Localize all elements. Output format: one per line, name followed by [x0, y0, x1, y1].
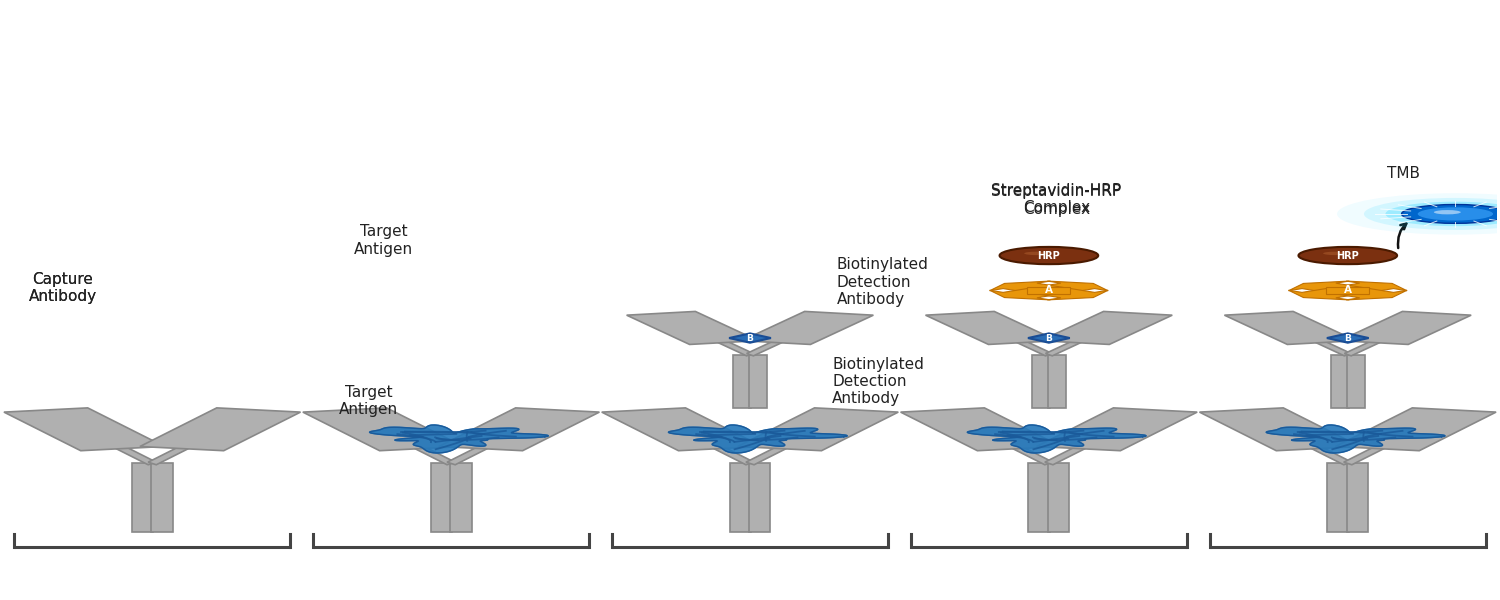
Polygon shape: [729, 334, 771, 343]
Polygon shape: [1347, 463, 1368, 532]
Text: Target
Antigen: Target Antigen: [354, 224, 414, 257]
Polygon shape: [1266, 425, 1444, 453]
Polygon shape: [729, 463, 752, 532]
Polygon shape: [152, 463, 172, 532]
Ellipse shape: [1336, 193, 1500, 235]
Polygon shape: [1048, 463, 1070, 532]
Polygon shape: [1028, 334, 1069, 343]
Polygon shape: [748, 463, 771, 532]
Text: B: B: [747, 334, 753, 343]
Ellipse shape: [1364, 198, 1500, 230]
Polygon shape: [1287, 327, 1352, 356]
Polygon shape: [968, 425, 1146, 453]
Polygon shape: [1340, 311, 1472, 344]
Polygon shape: [1275, 428, 1352, 465]
Polygon shape: [1200, 408, 1360, 451]
Polygon shape: [1046, 428, 1120, 465]
Polygon shape: [1328, 463, 1348, 532]
Polygon shape: [1032, 288, 1108, 300]
Text: TMB: TMB: [1386, 166, 1419, 181]
Polygon shape: [1036, 408, 1197, 451]
Ellipse shape: [1323, 251, 1348, 255]
Text: B: B: [1046, 334, 1053, 343]
Polygon shape: [1344, 428, 1420, 465]
Text: Streptavidin-HRP
Complex: Streptavidin-HRP Complex: [992, 184, 1122, 217]
Ellipse shape: [1386, 202, 1500, 226]
Polygon shape: [627, 311, 759, 344]
Polygon shape: [738, 408, 898, 451]
Polygon shape: [1032, 281, 1108, 293]
Polygon shape: [900, 408, 1060, 451]
Polygon shape: [1046, 327, 1110, 356]
Polygon shape: [1032, 355, 1050, 408]
Polygon shape: [1029, 463, 1050, 532]
Polygon shape: [1224, 311, 1356, 344]
Polygon shape: [669, 425, 847, 453]
Text: A: A: [1344, 286, 1352, 295]
Polygon shape: [990, 288, 1066, 300]
Polygon shape: [1347, 355, 1365, 408]
Text: Target
Antigen: Target Antigen: [339, 385, 399, 417]
Polygon shape: [741, 311, 873, 344]
Polygon shape: [1330, 288, 1407, 300]
Text: Biotinylated
Detection
Antibody: Biotinylated Detection Antibody: [833, 356, 924, 406]
Polygon shape: [688, 327, 753, 356]
Polygon shape: [1041, 311, 1173, 344]
Polygon shape: [1326, 287, 1370, 294]
Text: Capture
Antibody: Capture Antibody: [28, 272, 96, 304]
Polygon shape: [1328, 334, 1368, 343]
Polygon shape: [1344, 327, 1408, 356]
Polygon shape: [303, 408, 464, 451]
Text: Biotinylated
Detection
Antibody: Biotinylated Detection Antibody: [837, 257, 928, 307]
Polygon shape: [1335, 408, 1496, 451]
Polygon shape: [926, 311, 1058, 344]
Ellipse shape: [999, 247, 1098, 264]
Polygon shape: [747, 327, 812, 356]
Polygon shape: [430, 463, 451, 532]
Ellipse shape: [1024, 251, 1048, 255]
Polygon shape: [1288, 281, 1365, 293]
Polygon shape: [602, 408, 762, 451]
Polygon shape: [1288, 288, 1365, 300]
Polygon shape: [976, 428, 1053, 465]
Polygon shape: [1028, 287, 1071, 294]
Polygon shape: [1330, 355, 1348, 408]
Text: B: B: [1344, 334, 1352, 343]
Polygon shape: [732, 355, 752, 408]
Ellipse shape: [1418, 208, 1492, 221]
Polygon shape: [988, 327, 1053, 356]
Polygon shape: [80, 428, 156, 465]
Text: HRP: HRP: [1336, 251, 1359, 260]
Text: A: A: [1046, 286, 1053, 295]
Polygon shape: [132, 463, 153, 532]
Ellipse shape: [1401, 205, 1500, 223]
Polygon shape: [380, 428, 454, 465]
Ellipse shape: [1299, 247, 1396, 264]
Text: HRP: HRP: [1038, 251, 1060, 260]
Polygon shape: [447, 428, 524, 465]
Polygon shape: [1048, 355, 1066, 408]
Polygon shape: [148, 428, 225, 465]
Polygon shape: [746, 428, 822, 465]
Polygon shape: [748, 355, 768, 408]
Polygon shape: [440, 408, 600, 451]
Ellipse shape: [1434, 210, 1461, 214]
Text: Capture
Antibody: Capture Antibody: [28, 272, 96, 304]
Polygon shape: [140, 408, 300, 451]
Text: Streptavidin-HRP
Complex: Streptavidin-HRP Complex: [992, 183, 1122, 215]
Polygon shape: [4, 408, 165, 451]
Polygon shape: [450, 463, 471, 532]
Ellipse shape: [1401, 205, 1500, 223]
Polygon shape: [990, 281, 1066, 293]
Polygon shape: [678, 428, 754, 465]
Polygon shape: [369, 425, 549, 453]
Polygon shape: [1330, 281, 1407, 293]
